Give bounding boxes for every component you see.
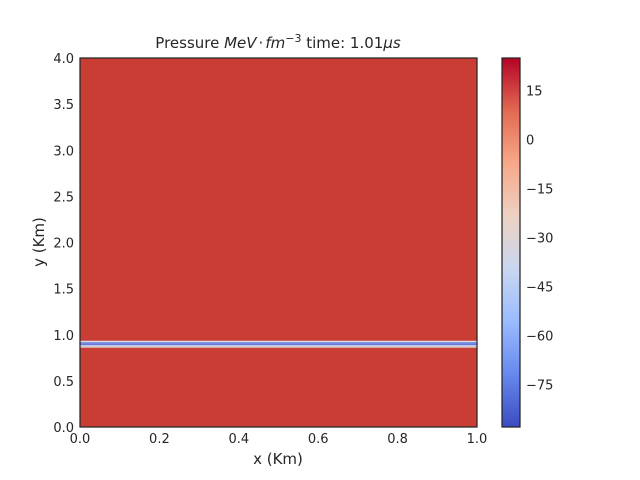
heatmap-band-0 bbox=[80, 340, 477, 343]
colorbar-tick-label: −30 bbox=[526, 232, 553, 247]
colorbar-tick-label: −60 bbox=[526, 330, 553, 345]
y-tick-label: 2.0 bbox=[53, 237, 74, 252]
heatmap-band-1 bbox=[80, 342, 477, 344]
y-tick-label: 2.5 bbox=[53, 190, 74, 205]
y-tick-label: 1.0 bbox=[53, 329, 74, 344]
y-tick-label: 0.0 bbox=[53, 421, 74, 436]
chart-title: Pressure MeV · fm−3 time: 1.01μs bbox=[155, 32, 401, 52]
y-tick-label: 3.0 bbox=[53, 144, 74, 159]
colorbar: 15 0 −15 −30 −45 −60 −75 bbox=[501, 57, 553, 428]
colorbar-tick-label: 15 bbox=[526, 85, 543, 100]
colorbar-tick-label: −75 bbox=[526, 379, 553, 394]
plot-area: 0.0 0.2 0.4 0.6 0.8 1.0 0.0 0.5 1.0 1.5 2.0 2.5 3.0 3… bbox=[53, 52, 487, 447]
colorbar-tick-label: −15 bbox=[526, 183, 553, 198]
y-axis-label: y (Km) bbox=[30, 217, 48, 267]
x-tick-label: 0.6 bbox=[308, 432, 329, 447]
x-tick-label: 0.2 bbox=[149, 432, 170, 447]
x-tick-label: 0.4 bbox=[228, 432, 249, 447]
x-axis-label: x (Km) bbox=[253, 450, 303, 468]
x-tick-label: 1.0 bbox=[467, 432, 488, 447]
y-tick-label: 3.5 bbox=[53, 98, 74, 113]
y-tick-label: 0.5 bbox=[53, 375, 74, 390]
plot-frame bbox=[79, 57, 478, 428]
y-tick-label: 1.5 bbox=[53, 283, 74, 298]
heatmap-band-2 bbox=[80, 343, 477, 345]
heatmap-band-4 bbox=[80, 346, 477, 348]
y-tick-label: 4.0 bbox=[53, 52, 74, 67]
x-tick-label: 0.0 bbox=[70, 432, 91, 447]
colorbar-gradient bbox=[501, 57, 521, 428]
heatmap-band-3 bbox=[80, 344, 477, 347]
x-tick-label: 0.8 bbox=[387, 432, 408, 447]
heatmap-field bbox=[80, 58, 477, 427]
colorbar-tick-label: −45 bbox=[526, 281, 553, 296]
colorbar-tick-label: 0 bbox=[526, 134, 534, 149]
